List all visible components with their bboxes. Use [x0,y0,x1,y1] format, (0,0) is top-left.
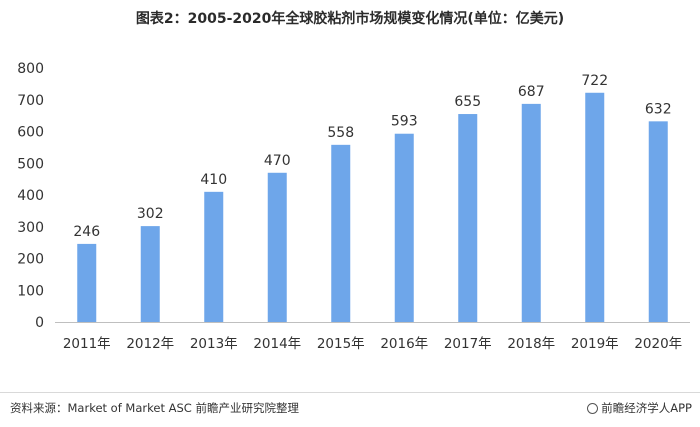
x-tick-label: 2019年 [571,336,619,352]
data-label: 246 [73,224,100,240]
data-label: 470 [264,153,291,169]
y-tick-label: 300 [17,220,44,236]
y-tick-label: 500 [17,156,44,172]
bar-chart: 0 100 200 300 400 500 600 700 800 246 2011年 302 2012… [17,61,690,352]
y-tick-label: 700 [17,93,44,109]
data-label: 632 [645,101,672,117]
bar [458,114,478,322]
bar [331,144,351,322]
x-tick-label: 2016年 [380,336,428,352]
y-tick-label: 200 [17,252,44,268]
footer-divider [0,392,700,393]
y-tick-label: 800 [17,61,44,77]
data-label: 302 [137,206,164,222]
y-tick-label: 400 [17,188,44,204]
bar [394,133,414,322]
data-label: 655 [454,94,481,110]
brand-credit: 前瞻经济学人APP [587,400,692,416]
bar [267,172,287,322]
x-tick-label: 2013年 [190,336,238,352]
brand-logo-icon [587,403,599,414]
data-label: 410 [200,172,227,188]
bar [204,191,224,322]
y-tick-label: 0 [35,315,44,331]
data-label: 558 [327,125,354,141]
x-tick-label: 2011年 [63,336,111,352]
x-tick-label: 2012年 [126,336,174,352]
x-tick-label: 2015年 [317,336,365,352]
brand-text: 前瞻经济学人APP [601,401,692,415]
x-tick-label: 2014年 [253,336,301,352]
bar [140,226,160,322]
bar [585,92,605,322]
data-label: 687 [518,84,545,100]
x-tick-label: 2020年 [634,336,682,352]
data-label: 593 [391,114,418,130]
x-tick-label: 2018年 [507,336,555,352]
x-tick-label: 2017年 [444,336,492,352]
y-tick-label: 600 [17,125,44,141]
chart-title: 图表2：2005-2020年全球胶粘剂市场规模变化情况(单位：亿美元) [135,11,565,27]
source-note: 资料来源：Market of Market ASC 前瞻产业研究院整理 [10,401,299,415]
bar [648,121,668,322]
bar [77,243,97,322]
y-tick-label: 100 [17,283,44,299]
data-label: 722 [581,73,608,89]
bar [521,103,541,322]
